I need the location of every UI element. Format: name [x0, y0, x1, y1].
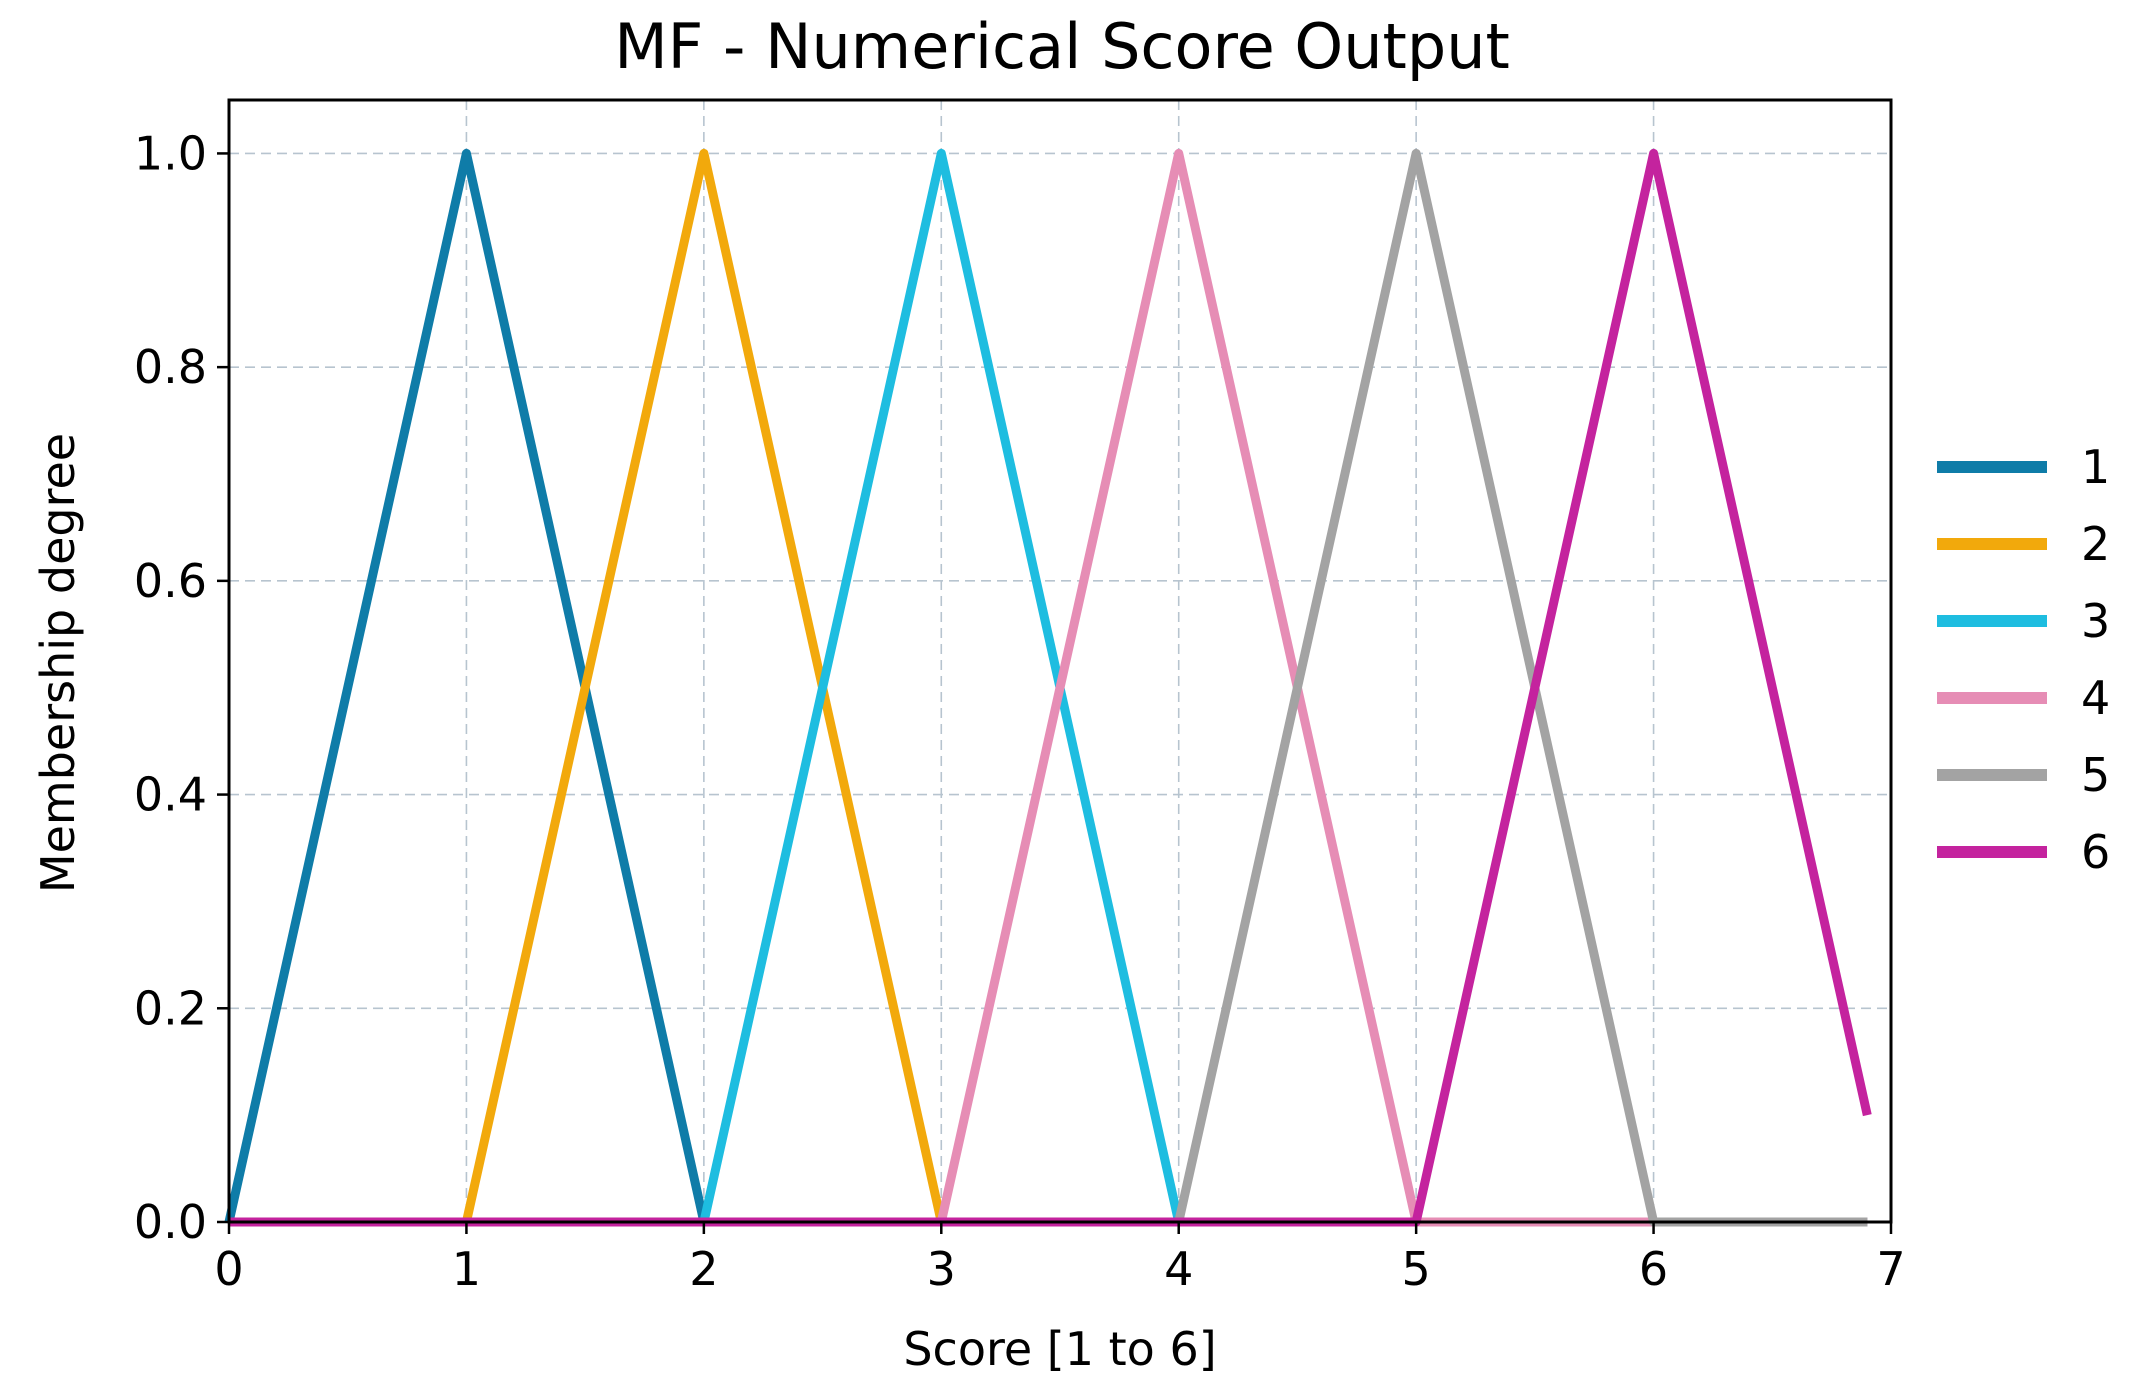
legend-label-2: 2 [2081, 517, 2110, 571]
y-tick-label: 0.0 [134, 1195, 207, 1249]
x-tick-label: 1 [452, 1242, 481, 1296]
y-axis-label: Membership degree [31, 433, 85, 893]
series-layer [224, 148, 1872, 1227]
x-tick-label: 6 [1639, 1242, 1668, 1296]
legend-label-1: 1 [2081, 440, 2110, 494]
legend: 1 2 3 4 5 6 [1937, 440, 2110, 879]
x-tick-label: 0 [214, 1242, 243, 1296]
x-axis-label: Score [1 to 6] [903, 1322, 1216, 1376]
x-tick-label: 5 [1402, 1242, 1431, 1296]
y-tick-label: 0.2 [134, 981, 207, 1035]
y-tick-label: 0.8 [134, 340, 207, 394]
legend-label-5: 5 [2081, 748, 2110, 802]
x-tick-label: 2 [689, 1242, 718, 1296]
legend-label-6: 6 [2081, 825, 2110, 879]
tick-layer: 0 1 2 3 4 5 6 7 0.0 0.2 0.4 0.6 0.8 1.0 [134, 126, 1906, 1296]
x-tick-label: 4 [1164, 1242, 1193, 1296]
x-tick-label: 7 [1876, 1242, 1905, 1296]
y-tick-label: 0.4 [134, 768, 207, 822]
plot-frame [227, 98, 1893, 1224]
grid-layer [229, 100, 1891, 1222]
y-tick-label: 1.0 [134, 126, 207, 180]
y-tick-label: 0.6 [134, 554, 207, 608]
x-tick-label: 3 [927, 1242, 956, 1296]
legend-label-4: 4 [2081, 671, 2110, 725]
chart-title: MF - Numerical Score Output [614, 10, 1510, 83]
legend-label-3: 3 [2081, 594, 2110, 648]
